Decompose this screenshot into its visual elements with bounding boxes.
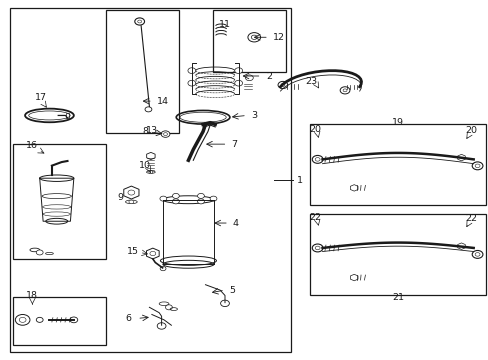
Text: 6: 6	[124, 314, 131, 323]
Circle shape	[15, 315, 30, 325]
Circle shape	[149, 171, 153, 174]
Circle shape	[36, 250, 43, 255]
Circle shape	[150, 251, 156, 256]
Circle shape	[163, 133, 167, 135]
Bar	[105, 10, 178, 134]
Circle shape	[129, 200, 134, 204]
Text: 7: 7	[231, 140, 237, 149]
Text: 15: 15	[126, 247, 139, 256]
Circle shape	[220, 300, 229, 307]
Circle shape	[234, 68, 242, 73]
Circle shape	[197, 193, 204, 198]
Text: 11: 11	[218, 19, 230, 28]
Text: 16: 16	[26, 141, 39, 150]
Bar	[10, 8, 290, 352]
Circle shape	[234, 80, 242, 86]
Circle shape	[187, 80, 195, 86]
Circle shape	[247, 33, 260, 42]
Circle shape	[135, 18, 144, 25]
Text: 22: 22	[464, 214, 476, 223]
Text: 5: 5	[228, 285, 234, 294]
Circle shape	[251, 35, 257, 40]
Circle shape	[471, 162, 482, 170]
Ellipse shape	[40, 175, 74, 181]
Circle shape	[245, 75, 253, 81]
Circle shape	[157, 323, 165, 329]
Bar	[310, 214, 485, 295]
Circle shape	[36, 318, 43, 322]
Text: 17: 17	[35, 93, 46, 102]
Ellipse shape	[46, 219, 68, 224]
Circle shape	[138, 20, 142, 23]
Bar	[212, 10, 285, 72]
Ellipse shape	[163, 196, 214, 204]
Text: 8: 8	[142, 127, 148, 136]
Text: 20: 20	[308, 125, 321, 134]
Circle shape	[312, 156, 323, 163]
Circle shape	[165, 305, 172, 310]
Text: 10: 10	[138, 161, 150, 170]
Circle shape	[281, 84, 285, 86]
Circle shape	[474, 253, 479, 256]
Circle shape	[474, 164, 479, 168]
Text: 9: 9	[117, 193, 123, 202]
Circle shape	[187, 68, 195, 73]
Circle shape	[172, 193, 179, 198]
Circle shape	[343, 89, 346, 92]
Text: 12: 12	[272, 33, 284, 42]
Circle shape	[160, 196, 166, 201]
Circle shape	[210, 196, 217, 201]
Text: 23: 23	[305, 77, 317, 86]
Circle shape	[278, 81, 287, 89]
Bar	[13, 297, 105, 345]
Circle shape	[315, 158, 320, 161]
Circle shape	[145, 107, 152, 112]
Text: 13: 13	[145, 126, 158, 135]
Text: 19: 19	[391, 118, 403, 127]
Text: 18: 18	[26, 291, 39, 300]
Circle shape	[128, 190, 135, 195]
Circle shape	[471, 251, 482, 258]
Circle shape	[160, 266, 165, 271]
Circle shape	[70, 317, 78, 323]
Bar	[13, 144, 105, 259]
Circle shape	[161, 131, 169, 137]
Ellipse shape	[163, 260, 214, 268]
Text: 4: 4	[232, 219, 238, 228]
Text: 2: 2	[266, 72, 272, 81]
Circle shape	[172, 199, 179, 204]
Circle shape	[340, 87, 349, 94]
Circle shape	[315, 246, 320, 250]
Text: 3: 3	[250, 111, 256, 120]
Text: 21: 21	[391, 293, 403, 302]
Text: 1: 1	[297, 176, 303, 185]
Text: 14: 14	[157, 96, 168, 105]
Circle shape	[312, 244, 323, 252]
Circle shape	[197, 199, 204, 204]
Text: 22: 22	[308, 213, 321, 222]
Text: 20: 20	[464, 126, 476, 135]
Bar	[310, 125, 485, 205]
Bar	[65, 113, 69, 118]
Circle shape	[19, 318, 26, 322]
